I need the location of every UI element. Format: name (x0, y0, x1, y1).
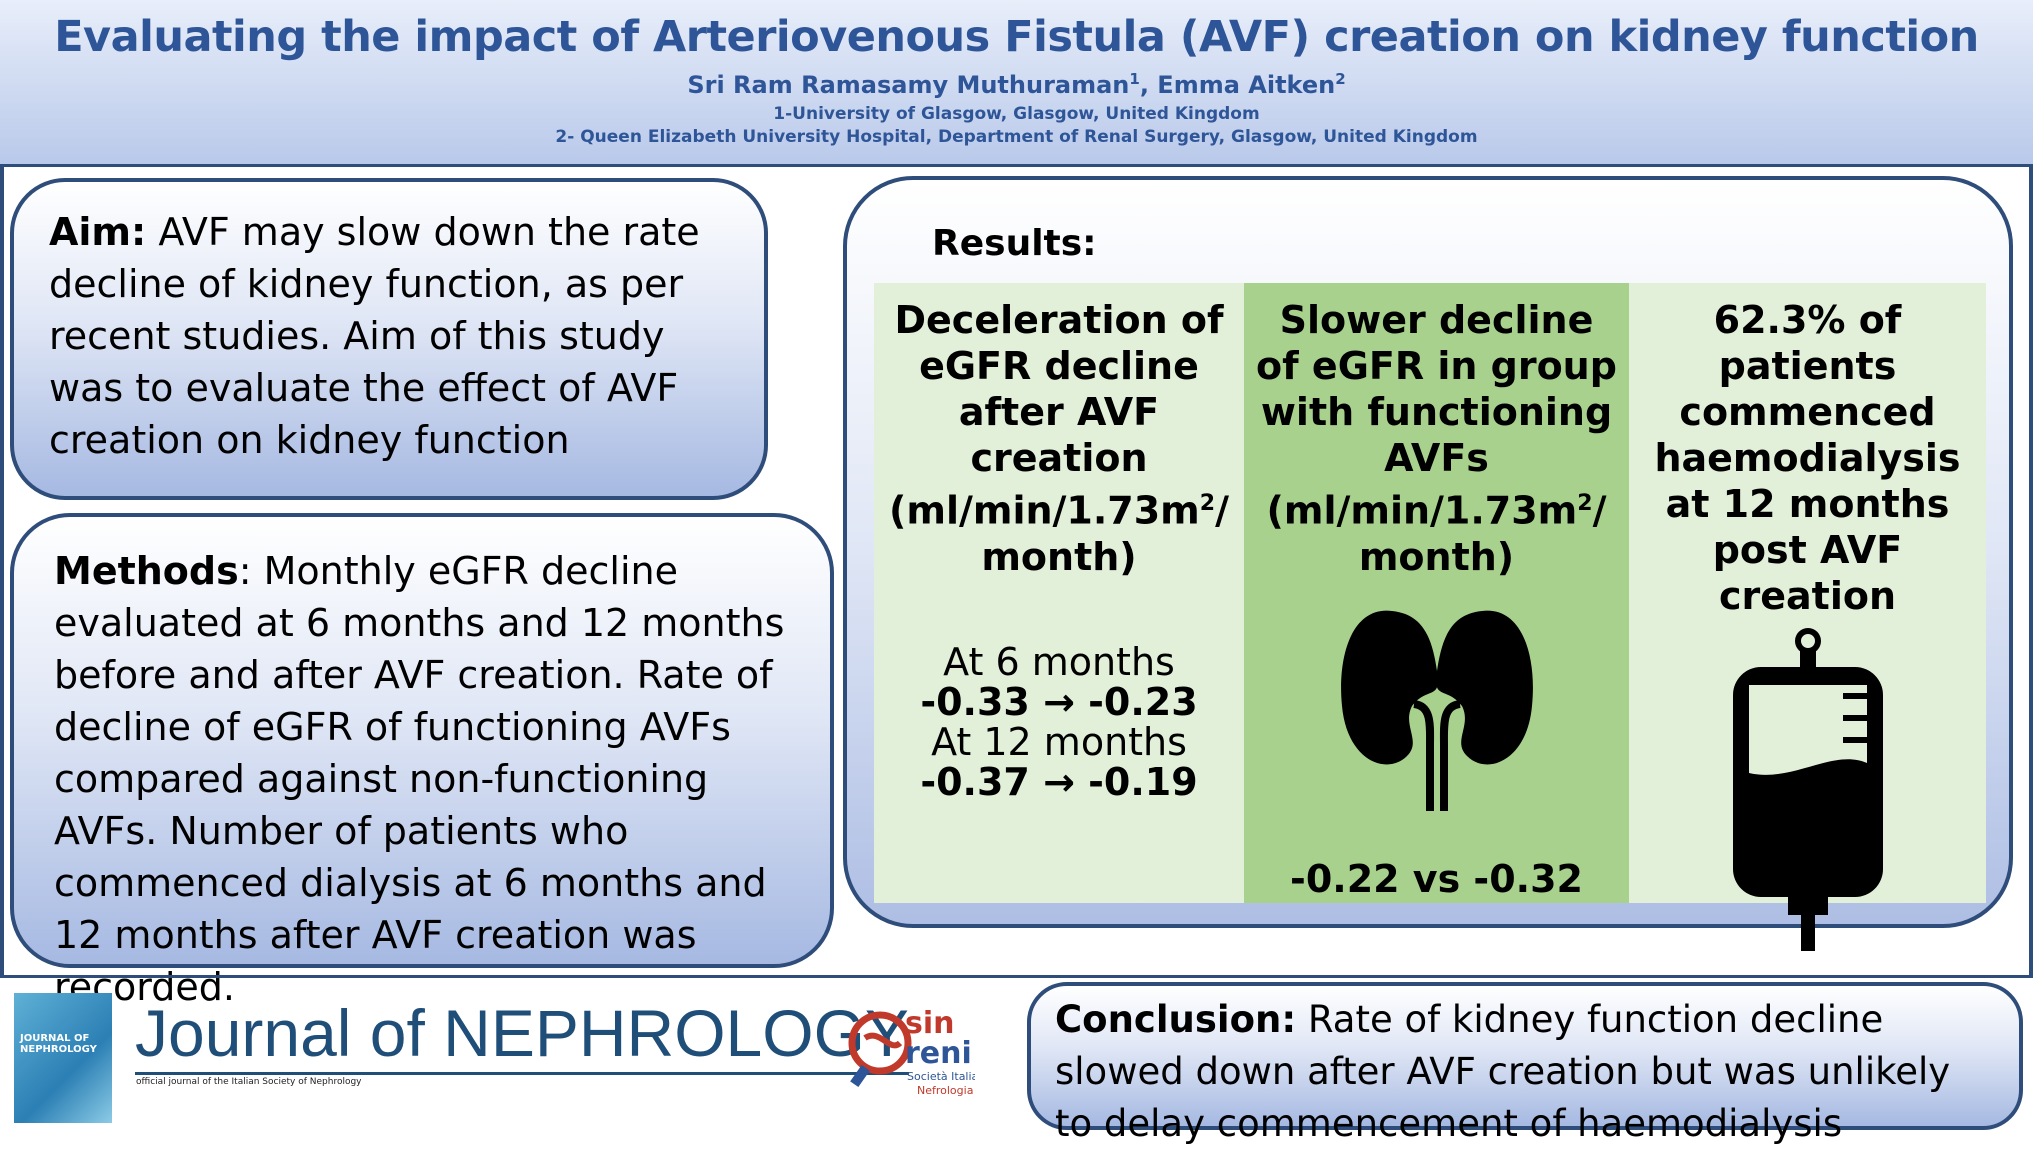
methods-text: : Monthly eGFR decline evaluated at 6 mo… (54, 549, 785, 1009)
t6-label: At 6 months (943, 639, 1175, 684)
aim-text: AVF may slow down the rate decline of ki… (49, 210, 700, 462)
svg-text:sin: sin (905, 1006, 955, 1041)
results-box: Results: Deceleration of eGFR decline af… (843, 176, 2013, 951)
results-label: Results: (932, 223, 1097, 264)
header-banner: Evaluating the impact of Arteriovenous F… (0, 0, 2033, 167)
svg-text:Nefrologia: Nefrologia (917, 1084, 973, 1097)
t12-label: At 12 months (931, 719, 1187, 764)
iv-bag-icon (1732, 628, 1883, 951)
poster-title: Evaluating the impact of Arteriovenous F… (54, 12, 1979, 62)
svg-text:reni: reni (905, 1036, 972, 1071)
svg-text:Società Italiana: Società Italiana (907, 1070, 975, 1083)
journal-title: Journal of NEPHROLOGY (135, 998, 909, 1075)
col2-heading: Slower decline of eGFR in group with fun… (1256, 298, 1617, 579)
col2-value: -0.22 vs -0.32 (1290, 856, 1583, 901)
t6-value: -0.33 → -0.23 (920, 679, 1198, 724)
author-1: Sri Ram Ramasamy Muthuraman (687, 71, 1130, 99)
footer-separator (0, 975, 2033, 978)
result-col-functioning: Slower decline of eGFR in group with fun… (1244, 283, 1629, 903)
authors: Sri Ram Ramasamy Muthuraman1, Emma Aitke… (0, 70, 2033, 99)
result-col-deceleration: Deceleration of eGFR decline after AVF c… (874, 283, 1244, 903)
author-1-affil: 1 (1129, 70, 1140, 88)
methods-box: Methods: Monthly eGFR decline evaluated … (10, 513, 834, 1009)
affiliation-2: 2- Queen Elizabeth University Hospital, … (555, 127, 1478, 147)
methods-label: Methods (54, 549, 239, 593)
conclusion-box: Conclusion: Rate of kidney function decl… (1027, 982, 2023, 1145)
aim-label: Aim: (49, 210, 147, 254)
result-col-haemodialysis: 62.3% of patients commenced haemodialysi… (1629, 283, 1986, 951)
sin-reni-logo: sin reni Società Italiana Nefrologia (848, 1006, 975, 1097)
col1-heading: Deceleration of eGFR decline after AVF c… (889, 298, 1229, 579)
affiliation-1: 1-University of Glasgow, Glasgow, United… (773, 104, 1260, 124)
right-border (2029, 167, 2033, 977)
author-2-affil: 2 (1335, 70, 1346, 88)
kidney-icon (1340, 610, 1533, 811)
author-2: , Emma Aitken (1139, 71, 1336, 99)
aim-box: Aim: AVF may slow down the rate decline … (10, 178, 768, 500)
t12-value: -0.37 → -0.19 (920, 759, 1198, 804)
cover-title: JOURNAL OF NEPHROLOGY (20, 1033, 97, 1055)
conclusion-label: Conclusion: (1055, 998, 1297, 1041)
journal-cover-image: JOURNAL OF NEPHROLOGY (14, 993, 112, 1123)
journal-subtitle: official journal of the Italian Society … (136, 1077, 362, 1087)
left-border (0, 167, 4, 977)
col3-heading: 62.3% of patients commenced haemodialysi… (1654, 298, 1961, 618)
